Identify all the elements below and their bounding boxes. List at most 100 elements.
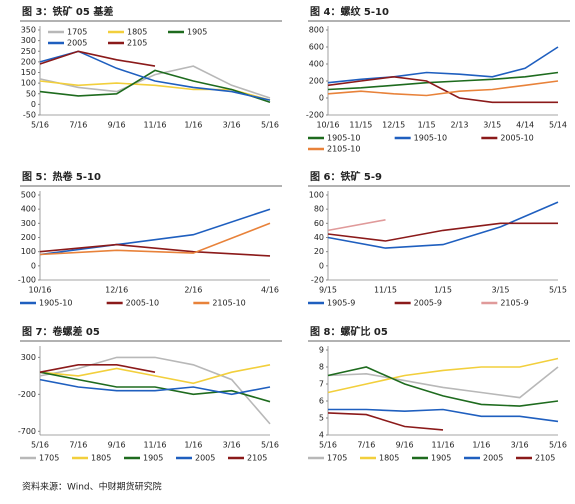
y-tick-label: -20: [311, 276, 324, 285]
legend-label: 1905-9: [327, 299, 355, 308]
series-line: [327, 219, 386, 232]
series-line: [39, 222, 271, 256]
panel-title: 图 7：卷螺差 05: [22, 325, 100, 338]
y-tick-label: 200: [21, 57, 36, 66]
y-tick-label: -700: [18, 427, 36, 436]
y-tick-label: 200: [309, 77, 324, 86]
legend-label: 2105: [247, 454, 267, 463]
y-tick-label: -100: [18, 276, 36, 285]
y-tick-label: 40: [314, 233, 324, 242]
x-tick-label: 10/16: [28, 286, 51, 295]
y-tick-label: 100: [21, 79, 36, 88]
x-tick-label: 11/16: [143, 121, 166, 130]
x-tick-label: 1/16: [472, 441, 490, 450]
y-tick-label: 0: [319, 94, 324, 103]
legend-label: 1905: [143, 454, 163, 463]
x-tick-label: 12/15: [382, 121, 405, 130]
series-line: [39, 50, 156, 67]
series-line: [39, 69, 271, 104]
y-tick-label: 100: [309, 191, 324, 200]
legend-label: 2105-10: [327, 145, 360, 154]
y-tick-label: 200: [21, 233, 36, 242]
legend-label: 2005-10: [126, 299, 159, 308]
x-tick-label: 5/14: [549, 121, 567, 130]
legend-label: 1905: [431, 454, 451, 463]
x-tick-label: 5/16: [549, 441, 567, 450]
series-line: [39, 356, 271, 425]
y-tick-label: 300: [21, 36, 36, 45]
x-tick-label: 1/15: [434, 286, 452, 295]
legend-label: 1905-10: [327, 134, 360, 143]
y-tick-label: 150: [21, 68, 36, 77]
y-tick-label: 0: [31, 100, 36, 109]
legend-label: 2105: [535, 454, 555, 463]
x-tick-label: 9/16: [108, 121, 126, 130]
x-tick-label: 9/15: [319, 286, 337, 295]
x-tick-label: 9/16: [108, 441, 126, 450]
y-tick-label: 8: [319, 363, 324, 372]
series-line: [327, 366, 559, 407]
x-tick-label: 1/16: [184, 121, 202, 130]
series-line: [39, 208, 271, 256]
y-tick-label: 50: [26, 89, 36, 98]
y-tick-label: 100: [21, 247, 36, 256]
x-tick-label: 5/16: [261, 441, 279, 450]
x-tick-label: 5/16: [319, 441, 337, 450]
x-tick-label: 5/16: [31, 121, 49, 130]
y-tick-label: 6: [319, 397, 324, 406]
legend-label: 2105: [127, 39, 147, 48]
series-line: [39, 371, 271, 403]
legend-label: 2105-9: [500, 299, 528, 308]
series-line: [39, 50, 271, 101]
x-tick-label: 4/14: [516, 121, 534, 130]
legend-label: 2005: [67, 39, 87, 48]
series-line: [327, 80, 559, 97]
y-tick-label: 300: [21, 219, 36, 228]
legend-label: 1705: [67, 28, 87, 37]
series-line: [327, 357, 559, 394]
x-tick-label: 7/16: [69, 121, 87, 130]
series-line: [327, 412, 444, 431]
series-line: [327, 71, 559, 91]
y-tick-label: 350: [21, 26, 36, 35]
legend-label: 1805: [91, 454, 111, 463]
legend-label: 2005-9: [414, 299, 442, 308]
legend-label: 1905-10: [39, 299, 72, 308]
legend-label: 1905-10: [414, 134, 447, 143]
series-line: [39, 364, 271, 385]
x-tick-label: 1/16: [184, 441, 202, 450]
series-line: [327, 75, 558, 104]
x-tick-label: 3/16: [223, 441, 241, 450]
legend-label: 1805: [127, 28, 147, 37]
x-tick-label: 2/13: [450, 121, 468, 130]
x-tick-label: 4/16: [261, 286, 279, 295]
x-tick-label: 3/16: [223, 121, 241, 130]
y-tick-label: 0: [319, 261, 324, 270]
panel-title: 图 3：铁矿 05 基差: [22, 5, 113, 18]
x-tick-label: 1/15: [418, 121, 436, 130]
series-line: [327, 201, 559, 249]
series-line: [327, 366, 559, 399]
x-tick-label: 2/16: [184, 286, 202, 295]
legend-label: 2005: [483, 454, 503, 463]
y-tick-label: 20: [314, 247, 324, 256]
y-tick-label: -200: [306, 111, 324, 120]
x-tick-label: 7/16: [69, 441, 87, 450]
y-tick-label: 250: [21, 47, 36, 56]
legend-label: 2005: [195, 454, 215, 463]
y-tick-label: 500: [21, 191, 36, 200]
x-tick-label: 11/15: [349, 121, 372, 130]
footer: 资料来源：Wind、中财期货研究院: [22, 481, 162, 493]
y-tick-label: 9: [319, 346, 324, 355]
legend-label: 1805: [379, 454, 399, 463]
x-tick-label: 10/16: [316, 121, 339, 130]
x-tick-label: 5/15: [549, 286, 567, 295]
panel-title: 图 8：螺矿比 05: [310, 325, 388, 338]
x-tick-label: 11/16: [431, 441, 454, 450]
y-tick-label: 80: [314, 205, 324, 214]
series-line: [39, 243, 271, 257]
x-tick-label: 3/16: [511, 441, 529, 450]
y-tick-label: 800: [309, 26, 324, 35]
x-tick-label: 5/16: [31, 441, 49, 450]
